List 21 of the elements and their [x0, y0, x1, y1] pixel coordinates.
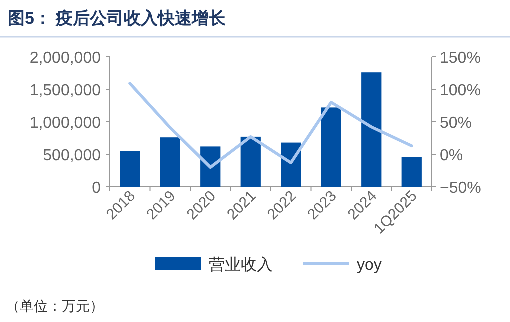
text: （单位：万元）: [6, 298, 104, 314]
bar: [160, 138, 180, 187]
bar: [402, 157, 422, 187]
y2-tick-label: 100%: [440, 82, 481, 100]
y-tick-label: 2,000,000: [30, 50, 102, 67]
y-tick-label: 1,500,000: [30, 82, 102, 100]
y-tick-label: 1,000,000: [30, 115, 102, 132]
chart-title: 图5： 疫后公司收入快速增长: [8, 9, 228, 28]
bar: [120, 151, 140, 187]
bar: [321, 108, 342, 187]
y2-tick-label: −50%: [440, 180, 482, 197]
bar: [362, 72, 382, 187]
y2-tick-label: 150%: [440, 50, 481, 67]
bar: [240, 136, 261, 187]
legend-label: yoy: [357, 257, 382, 274]
legend-label: 营业收入: [209, 256, 273, 274]
y-tick-label: 500,000: [43, 148, 102, 164]
y-tick-label: 0: [92, 180, 102, 197]
line-series: [128, 82, 414, 169]
y2-tick-label: 0%: [440, 148, 464, 164]
y2-tick-label: 50%: [440, 115, 472, 132]
